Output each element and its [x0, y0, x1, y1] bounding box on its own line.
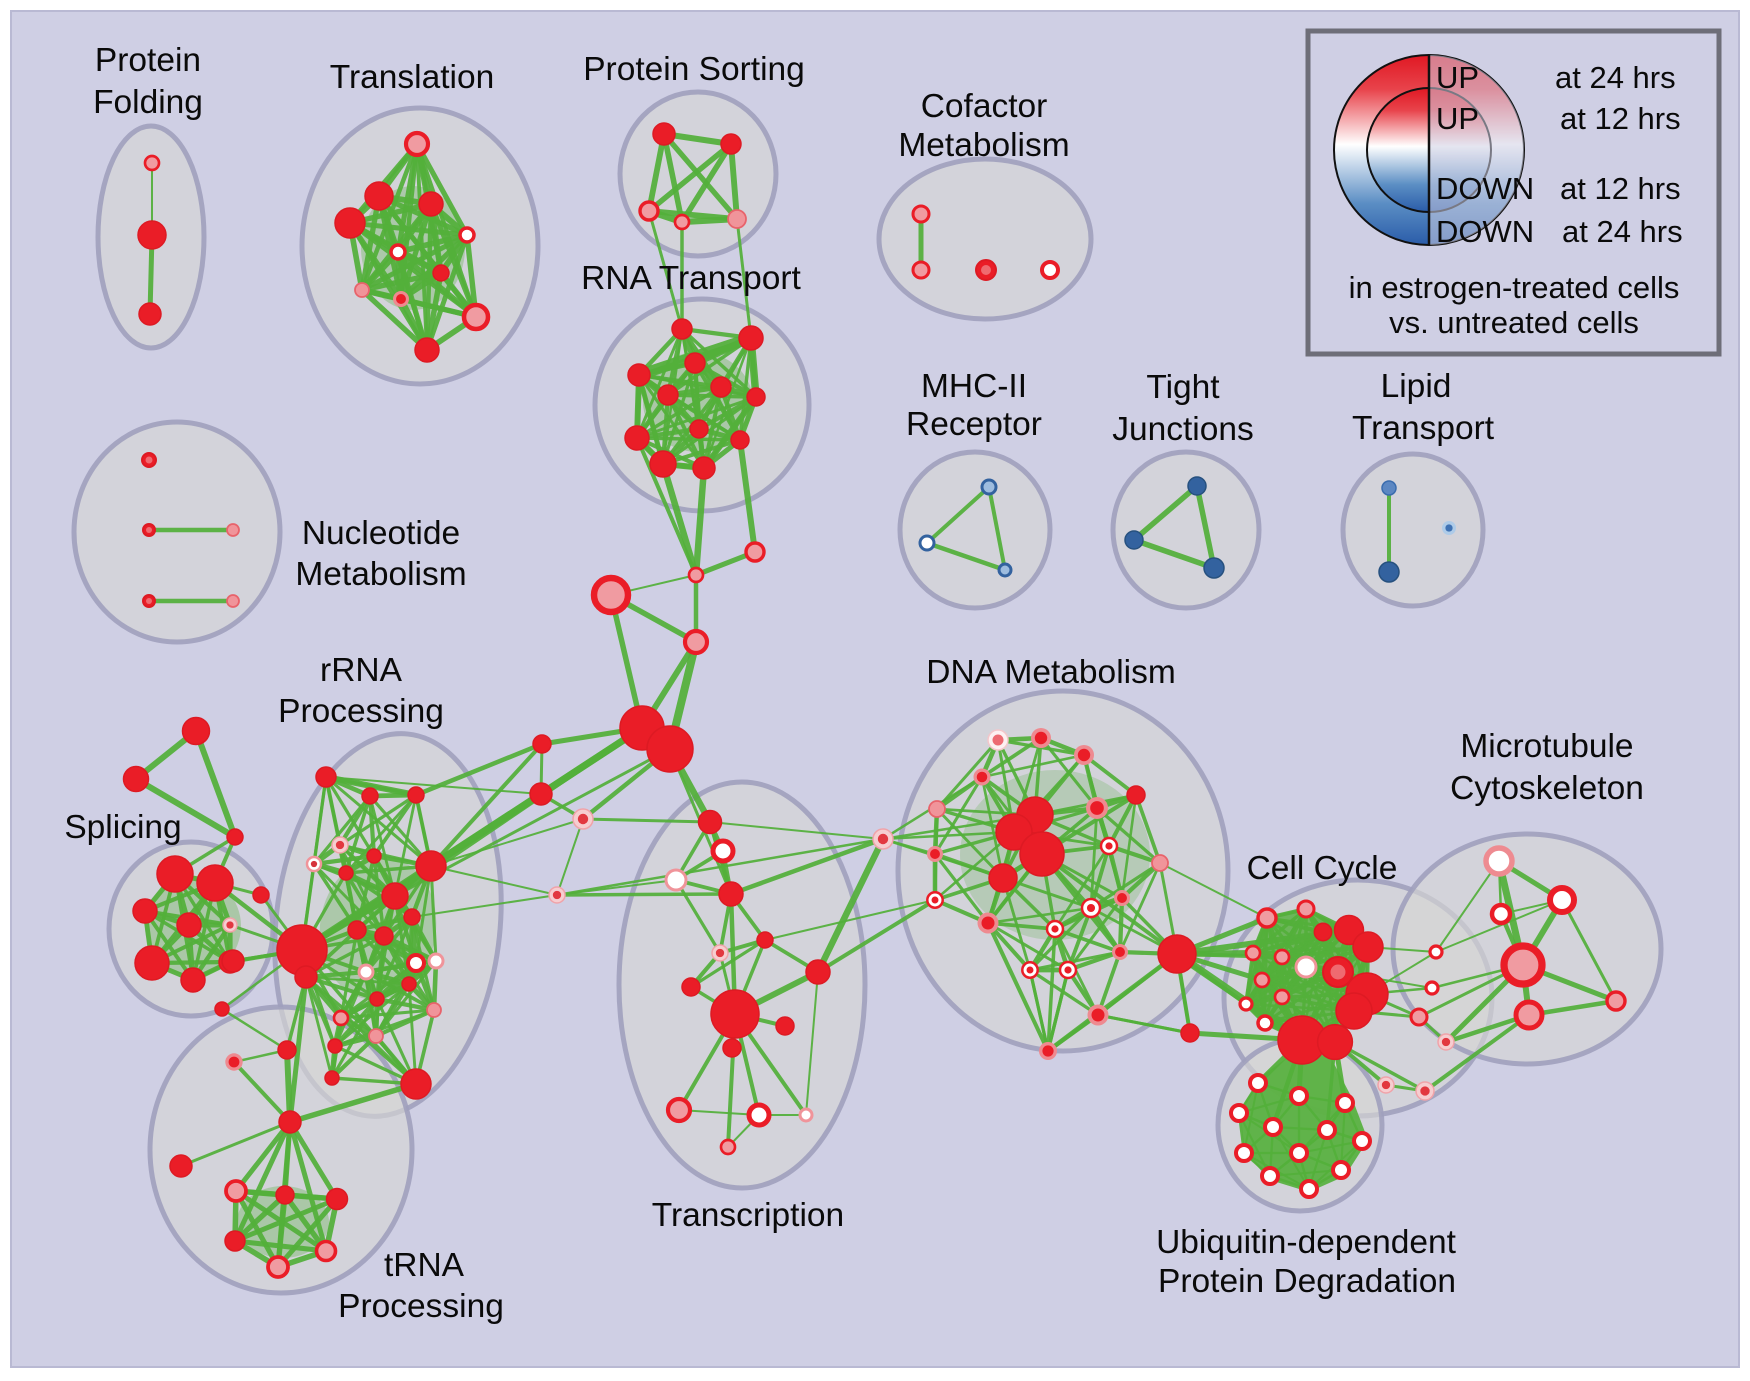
svg-text:Folding: Folding [93, 84, 203, 121]
svg-text:RNA Transport: RNA Transport [581, 260, 801, 297]
svg-text:Cytoskeleton: Cytoskeleton [1450, 770, 1644, 807]
svg-text:Protein Degradation: Protein Degradation [1158, 1263, 1456, 1300]
svg-text:MHC-II: MHC-II [921, 368, 1027, 405]
svg-text:UP: UP [1436, 101, 1479, 136]
svg-text:Metabolism: Metabolism [898, 127, 1069, 164]
svg-text:Protein: Protein [95, 42, 201, 79]
svg-text:at 24 hrs: at 24 hrs [1555, 60, 1676, 95]
svg-text:Ubiquitin-dependent: Ubiquitin-dependent [1156, 1224, 1457, 1261]
svg-text:rRNA: rRNA [320, 652, 403, 689]
svg-text:Transport: Transport [1352, 410, 1495, 447]
svg-text:Cell Cycle: Cell Cycle [1247, 850, 1398, 887]
svg-text:vs. untreated cells: vs. untreated cells [1389, 305, 1639, 340]
svg-text:Tight: Tight [1146, 369, 1220, 406]
svg-text:Processing: Processing [278, 693, 444, 730]
svg-text:at 12 hrs: at 12 hrs [1560, 171, 1681, 206]
svg-text:Nucleotide: Nucleotide [302, 515, 460, 552]
svg-text:Protein Sorting: Protein Sorting [583, 51, 805, 88]
svg-text:Receptor: Receptor [906, 406, 1042, 443]
svg-text:Junctions: Junctions [1112, 411, 1254, 448]
svg-text:Cofactor: Cofactor [921, 88, 1048, 125]
svg-text:at 24 hrs: at 24 hrs [1562, 214, 1683, 249]
svg-text:at 12 hrs: at 12 hrs [1560, 101, 1681, 136]
svg-text:Transcription: Transcription [652, 1197, 844, 1234]
svg-text:in estrogen-treated cells: in estrogen-treated cells [1349, 270, 1680, 305]
svg-text:DOWN: DOWN [1436, 214, 1534, 249]
svg-text:Processing: Processing [338, 1288, 504, 1325]
svg-text:DOWN: DOWN [1436, 171, 1534, 206]
svg-text:Microtubule: Microtubule [1460, 728, 1633, 765]
svg-text:UP: UP [1436, 60, 1479, 95]
svg-text:Translation: Translation [330, 59, 494, 96]
svg-text:tRNA: tRNA [384, 1247, 465, 1284]
svg-text:DNA Metabolism: DNA Metabolism [926, 654, 1175, 691]
svg-text:Metabolism: Metabolism [295, 556, 466, 593]
svg-text:Lipid: Lipid [1381, 368, 1452, 405]
svg-text:Splicing: Splicing [64, 809, 181, 846]
